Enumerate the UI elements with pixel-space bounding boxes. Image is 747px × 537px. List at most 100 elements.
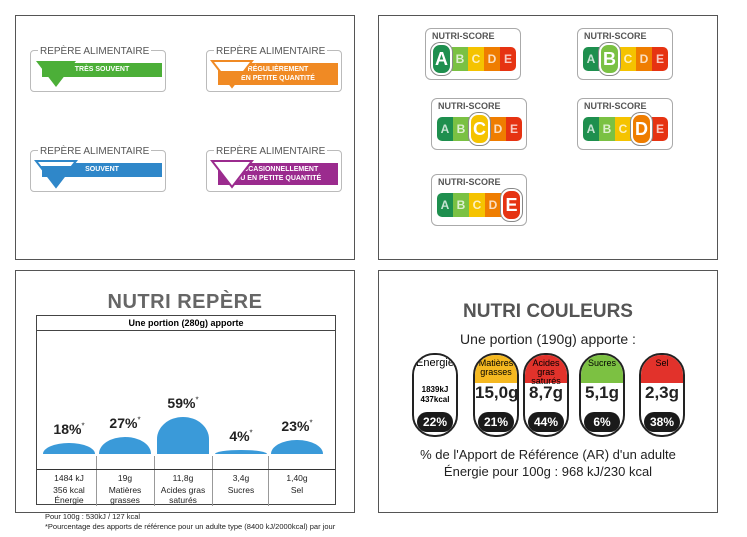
column-divider	[96, 456, 97, 506]
nutri-couleurs-head: Acides gras saturés	[525, 355, 567, 386]
nutri-score-letter-c: C	[469, 193, 485, 217]
nutri-repere-per100g: Pour 100g : 530kJ / 127 kcal	[45, 512, 141, 521]
repere-title: REPÈRE ALIMENTAIRE	[38, 146, 152, 158]
column-divider	[268, 456, 269, 506]
nutri-repere-percent: 4%*	[229, 428, 253, 444]
repere-title: REPÈRE ALIMENTAIRE	[214, 46, 328, 58]
column-divider	[212, 456, 213, 506]
nutri-repere-value: 19g Matières grasses	[108, 473, 142, 505]
nutri-repere-column: 27%*	[99, 330, 151, 454]
nutri-score-title: NUTRI-SCORE	[438, 177, 501, 187]
nutri-score-letter-d: D	[490, 117, 506, 141]
repere-souvent: REPÈRE ALIMENTAIRE SOUVENT	[30, 146, 166, 192]
nutri-score-title: NUTRI-SCORE	[438, 101, 501, 111]
nutri-repere-percent: 27%*	[109, 415, 141, 432]
nutri-score-letter-d: D	[636, 47, 652, 71]
nutri-score-letter-c: C	[468, 47, 484, 71]
nutri-repere-column: 23%*	[271, 330, 323, 454]
nutri-score-letter-e: E	[506, 117, 522, 141]
repere-band: RÉGULIÈREMENT EN PETITE QUANTITÉ	[218, 63, 338, 85]
repere-band: TRÈS SOUVENT	[42, 63, 162, 77]
nutri-couleurs-percent: 22%	[417, 412, 453, 432]
nutri-repere-value: 1,40g Sel	[286, 473, 308, 495]
nutri-repere-column: 18%*	[43, 330, 95, 454]
nutri-repere-column: 4%*	[215, 330, 267, 454]
triangle-half-icon	[210, 60, 254, 89]
column-divider	[154, 456, 155, 506]
nutri-couleurs-head: Énergie	[414, 355, 456, 383]
nutri-score-letter-e: E	[501, 189, 522, 221]
nutri-score-label-b: NUTRI-SCORE A B C D E	[577, 28, 673, 80]
nutri-couleurs-head: Sucres	[581, 355, 623, 383]
nutri-score-letter-c: C	[469, 113, 490, 145]
nutri-couleurs-energy-100g: Énergie pour 100g : 968 kJ/230 kcal	[443, 464, 653, 479]
nutri-score-title: NUTRI-SCORE	[584, 31, 647, 41]
triangle-outline-icon	[210, 160, 254, 189]
nutri-score-letter-a: A	[583, 117, 599, 141]
nutri-couleurs-portion: Une portion (190g) apporte :	[460, 331, 636, 347]
nutri-couleurs-title: NUTRI COULEURS	[463, 301, 633, 322]
nutri-repere-bar	[157, 417, 209, 454]
nutri-repere-title: NUTRI REPÈRE	[107, 291, 263, 313]
nutri-couleurs-energy: 1839kJ 437kcal	[420, 385, 450, 404]
nutri-score-title: NUTRI-SCORE	[584, 101, 647, 111]
baseline	[37, 469, 335, 470]
nutri-repere-value: 3,4g Sucres	[227, 473, 255, 495]
nutri-repere-bar	[271, 439, 323, 454]
nutri-repere-box: Une portion (280g) apporte 18%* 1484 kJ 35…	[36, 315, 336, 531]
nutri-repere-bar	[99, 437, 151, 454]
repere-alimentaire-panel: REPÈRE ALIMENTAIRE TRÈS SOUVENT REPÈRE A…	[15, 15, 355, 260]
nutri-repere-bar	[43, 442, 95, 454]
nutri-repere-percent: 18%*	[53, 420, 85, 437]
nutri-score-letter-a: A	[437, 117, 453, 141]
nutri-score-letter-e: E	[652, 117, 668, 141]
triangle-full-icon	[36, 61, 76, 87]
nutri-couleurs-item: Acides gras saturés 8,7g 44%	[523, 353, 569, 437]
nutri-couleurs-percent: 6%	[584, 412, 620, 432]
nutri-couleurs-item: Matières grasses 15,0g 21%	[473, 353, 519, 437]
nutri-score-letter-b: B	[599, 117, 615, 141]
nutri-couleurs-ar-line: % de l'Apport de Référence (AR) d'un adu…	[420, 447, 676, 462]
nutri-couleurs-percent: 38%	[644, 412, 680, 432]
nutri-score-letter-e: E	[500, 47, 516, 71]
nutri-score-label-e: NUTRI-SCORE A B C D E	[431, 174, 527, 226]
nutri-couleurs-value: 5,1g	[584, 383, 620, 402]
repere-tres-souvent: REPÈRE ALIMENTAIRE TRÈS SOUVENT	[30, 46, 166, 92]
nutri-repere-footnote: *Pourcentage des apports de référence po…	[45, 522, 336, 531]
repere-regulierement: REPÈRE ALIMENTAIRE RÉGULIÈREMENT EN PETIT…	[206, 46, 342, 92]
nutri-couleurs-value: 2,3g	[644, 383, 680, 402]
nutri-repere-portion: Une portion (280g) apporte	[37, 316, 335, 331]
repere-title: REPÈRE ALIMENTAIRE	[38, 46, 152, 58]
nutri-score-letter-b: B	[599, 43, 620, 75]
repere-title: REPÈRE ALIMENTAIRE	[214, 146, 328, 158]
nutri-couleurs-value: 15,0g	[475, 383, 519, 402]
repere-occasionnellement: REPÈRE ALIMENTAIRE OCCASIONNELLEMENT OU E…	[206, 146, 342, 192]
nutri-couleurs-value: 8,7g	[528, 383, 564, 402]
nutri-repere-percent: 23%*	[281, 417, 313, 434]
nutri-score-letter-e: E	[652, 47, 668, 71]
nutri-score-letter-b: B	[453, 193, 469, 217]
nutri-repere-column: 59%*	[157, 330, 209, 454]
nutri-couleurs-item: Sel 2,3g 38%	[639, 353, 685, 437]
nutri-couleurs-percent: 44%	[528, 412, 564, 432]
nutri-score-letter-d: D	[484, 47, 500, 71]
nutri-couleurs-panel: NUTRI COULEURS Une portion (190g) apport…	[378, 270, 718, 513]
nutri-score-panel: NUTRI-SCORE A B C D E NUTRI-SCORE A B C D E NUTRI-SC…	[378, 15, 718, 260]
nutri-score-letter-c: C	[620, 47, 636, 71]
nutri-score-letter-a: A	[431, 43, 452, 75]
nutri-score-title: NUTRI-SCORE	[432, 31, 495, 41]
nutri-repere-value: 1484 kJ 356 kcal Énergie	[53, 473, 85, 505]
nutri-couleurs-head: Sel	[641, 355, 683, 383]
nutri-score-letter-b: B	[452, 47, 468, 71]
nutri-couleurs-item: Énergie 1839kJ 437kcal 22%	[412, 353, 458, 437]
repere-band: OCCASIONNELLEMENT OU EN PETITE QUANTITÉ	[218, 163, 338, 185]
nutri-score-letter-b: B	[453, 117, 469, 141]
nutri-repere-value: 11,8g Acides gras saturés	[160, 473, 206, 505]
nutri-score-letter-c: C	[615, 117, 631, 141]
nutri-couleurs-percent: 21%	[478, 412, 514, 432]
nutri-score-letter-a: A	[437, 193, 453, 217]
nutri-score-label-d: NUTRI-SCORE A B C D E	[577, 98, 673, 150]
nutri-repere-panel: NUTRI REPÈRE Une portion (280g) apporte …	[15, 270, 355, 531]
triangle-three-quarter-icon	[34, 160, 78, 189]
nutri-score-label-c: NUTRI-SCORE A B C D E	[431, 98, 527, 150]
